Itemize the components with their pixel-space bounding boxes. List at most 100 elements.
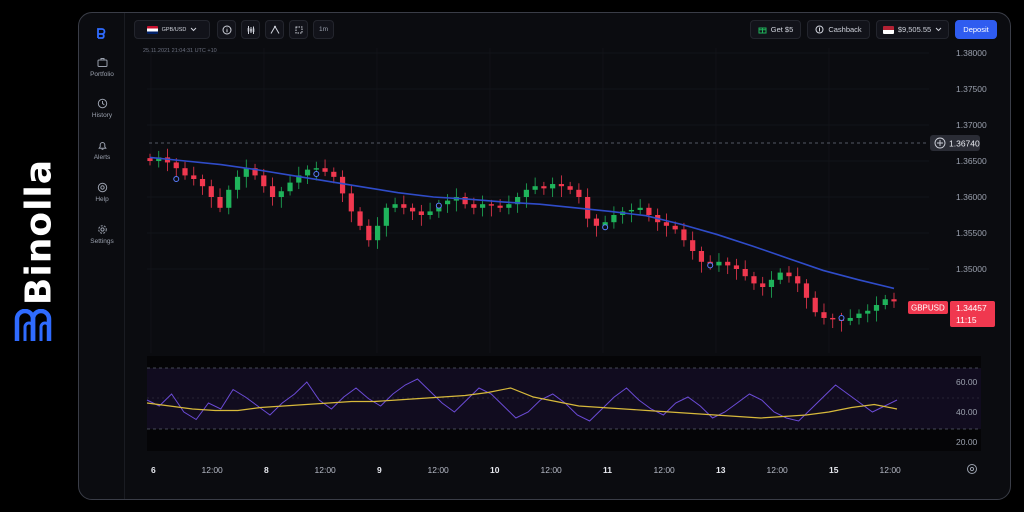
cashback-icon xyxy=(815,25,824,34)
candle xyxy=(698,246,705,273)
time-tick-label: 9 xyxy=(377,465,382,475)
candle xyxy=(611,206,617,229)
candle xyxy=(593,214,599,237)
candle xyxy=(646,203,652,222)
price-chart[interactable]: 1.38000 1.37500 1.37000 1.36500 1.36000 1.355… xyxy=(79,13,1011,500)
sidebar-item-settings[interactable]: Settings xyxy=(79,224,125,245)
app-logo-icon[interactable] xyxy=(95,26,109,40)
gear-icon xyxy=(97,225,107,234)
rsi-band xyxy=(147,368,981,429)
time-tick-label: 12:00 xyxy=(880,465,902,475)
brand-wordmark: Binolla xyxy=(18,158,60,306)
candle xyxy=(847,309,853,326)
indicator-icon xyxy=(270,24,279,34)
sidebar-item-label: History xyxy=(91,112,113,119)
candle xyxy=(585,188,591,228)
candle xyxy=(865,304,871,323)
candle xyxy=(401,195,407,215)
candle xyxy=(147,153,153,166)
trade-marker[interactable] xyxy=(838,314,845,321)
candle xyxy=(821,303,827,325)
candle xyxy=(471,197,477,215)
trade-marker[interactable] xyxy=(173,176,180,182)
candles-icon xyxy=(247,25,254,34)
sidebar-item-history[interactable]: History xyxy=(79,98,125,119)
info-button[interactable] xyxy=(217,20,236,39)
current-price-tag: GBPUSD 1.34457 11:15 xyxy=(908,301,995,327)
time-tick-label: 12:00 xyxy=(541,465,563,475)
drawing-tools-button[interactable] xyxy=(289,20,308,39)
trade-marker[interactable] xyxy=(602,224,609,231)
trade-marker[interactable] xyxy=(707,262,714,269)
time-tick-label: 10 xyxy=(490,465,500,475)
trade-markers xyxy=(173,170,845,321)
deposit-button[interactable]: Deposit xyxy=(955,20,997,39)
trading-window: Portfolio History Alerts Help Settings G… xyxy=(78,12,1011,500)
candle xyxy=(234,170,241,199)
time-tick-label: 13 xyxy=(716,465,726,475)
candle xyxy=(681,222,687,247)
candle xyxy=(567,181,573,195)
price-tick-label: 1.38000 xyxy=(956,48,987,58)
sidebar-item-label: Portfolio xyxy=(90,71,114,78)
get-bonus-button[interactable]: Get $5 xyxy=(750,20,801,39)
candle xyxy=(418,204,424,226)
brand-rail: Binolla xyxy=(0,0,78,512)
price-axis: 1.38000 1.37500 1.37000 1.36500 1.36000 1.355… xyxy=(956,48,987,274)
time-tick-label: 12:00 xyxy=(428,465,450,475)
sidebar-item-portfolio[interactable]: Portfolio xyxy=(79,57,125,78)
candle xyxy=(427,202,433,220)
time-tick-label: 6 xyxy=(151,465,156,475)
candle xyxy=(541,181,547,195)
candle xyxy=(830,313,836,329)
candle xyxy=(628,203,635,223)
candle xyxy=(777,268,783,285)
moving-average-line xyxy=(149,156,895,290)
cashback-button[interactable]: Cashback xyxy=(807,20,870,39)
binolla-logo-icon xyxy=(14,309,52,341)
candle xyxy=(768,271,775,298)
selection-icon xyxy=(295,26,302,33)
info-icon xyxy=(222,25,231,34)
chart-timestamp: 25.11.2021 21:04:31 UTC +10 xyxy=(143,48,217,54)
candle xyxy=(690,231,696,260)
time-tick-label: 11 xyxy=(603,465,612,475)
price-marker-tag[interactable]: 1.36740 xyxy=(930,135,980,151)
chart-settings-icon[interactable] xyxy=(966,463,978,475)
candle xyxy=(480,195,486,217)
asset-selector[interactable]: GPB/USD xyxy=(134,20,210,39)
rsi-axis: 60.00 40.00 20.00 xyxy=(956,377,978,447)
candle xyxy=(436,199,442,218)
rsi-line xyxy=(146,378,898,422)
uk-flag-icon xyxy=(146,25,158,34)
balance-selector[interactable]: $9,505.55 xyxy=(876,20,949,39)
get-bonus-label: Get $5 xyxy=(770,25,794,34)
balance-value: $9,505.55 xyxy=(897,25,932,34)
trade-marker[interactable] xyxy=(435,202,442,209)
candle xyxy=(199,174,206,195)
timeframe-selector[interactable]: 1m xyxy=(313,20,334,39)
candle xyxy=(173,158,179,179)
chart-type-button[interactable] xyxy=(241,20,260,39)
candle xyxy=(304,165,311,185)
candle xyxy=(383,203,389,237)
briefcase-icon xyxy=(97,58,107,67)
rsi-ma-line xyxy=(146,387,898,419)
candle xyxy=(261,168,267,193)
add-alert-icon[interactable] xyxy=(934,137,946,149)
sidebar-item-label: Settings xyxy=(90,238,114,245)
price-tick-label: 1.35000 xyxy=(956,264,987,274)
sidebar-item-help[interactable]: Help xyxy=(79,182,125,203)
candle xyxy=(760,276,766,296)
sidebar-item-alerts[interactable]: Alerts xyxy=(79,140,125,161)
asset-pair: GPB/USD xyxy=(161,26,187,33)
rsi-tick-label: 20.00 xyxy=(956,437,978,447)
candle xyxy=(156,150,162,168)
candle xyxy=(637,199,643,215)
toolbar: GPB/USD 1m Get $5 Cashback $9,505.55 xyxy=(134,20,998,40)
indicators-button[interactable] xyxy=(265,20,284,39)
trade-marker[interactable] xyxy=(313,170,320,177)
candle xyxy=(182,161,188,180)
time-tick-label: 15 xyxy=(829,465,839,475)
candle xyxy=(576,183,582,204)
